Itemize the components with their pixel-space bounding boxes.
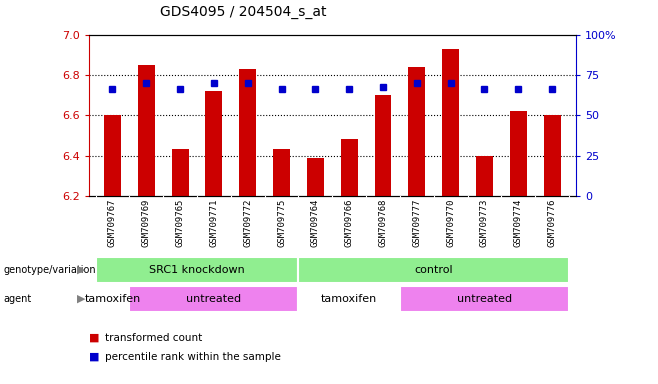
Text: GSM709771: GSM709771 [209, 199, 218, 247]
Bar [299, 286, 400, 311]
Bar [307, 157, 324, 196]
Bar [104, 115, 121, 196]
Bar [341, 139, 358, 196]
Text: GSM709764: GSM709764 [311, 199, 320, 247]
Text: tamoxifen: tamoxifen [84, 293, 141, 304]
Bar [273, 149, 290, 196]
Text: ▶: ▶ [77, 293, 86, 304]
Bar [240, 69, 256, 196]
Text: GSM709776: GSM709776 [547, 199, 557, 247]
Bar [544, 115, 561, 196]
Text: agent: agent [3, 293, 32, 304]
Text: ■: ■ [89, 333, 99, 343]
Text: genotype/variation: genotype/variation [3, 265, 96, 275]
Bar [400, 286, 569, 311]
Bar [205, 91, 222, 196]
Text: ▶: ▶ [77, 265, 86, 275]
Text: GSM709774: GSM709774 [514, 199, 522, 247]
Text: GDS4095 / 204504_s_at: GDS4095 / 204504_s_at [160, 5, 327, 19]
Bar [172, 149, 189, 196]
Bar [299, 257, 569, 283]
Text: GSM709765: GSM709765 [176, 199, 185, 247]
Text: untreated: untreated [457, 293, 512, 304]
Text: GSM709767: GSM709767 [108, 199, 117, 247]
Text: untreated: untreated [186, 293, 241, 304]
Bar [442, 49, 459, 196]
Text: tamoxifen: tamoxifen [321, 293, 377, 304]
Text: GSM709772: GSM709772 [243, 199, 252, 247]
Bar [95, 257, 299, 283]
Bar [138, 65, 155, 196]
Text: GSM709773: GSM709773 [480, 199, 489, 247]
Text: GSM709769: GSM709769 [142, 199, 151, 247]
Text: GSM709770: GSM709770 [446, 199, 455, 247]
Bar [95, 286, 130, 311]
Bar [374, 95, 392, 196]
Text: SRC1 knockdown: SRC1 knockdown [149, 265, 245, 275]
Bar [476, 156, 493, 196]
Text: ■: ■ [89, 352, 99, 362]
Bar [510, 111, 526, 196]
Text: percentile rank within the sample: percentile rank within the sample [105, 352, 281, 362]
Text: GSM709777: GSM709777 [413, 199, 421, 247]
Text: GSM709768: GSM709768 [378, 199, 388, 247]
Bar [409, 67, 425, 196]
Bar [130, 286, 299, 311]
Text: control: control [415, 265, 453, 275]
Text: transformed count: transformed count [105, 333, 203, 343]
Text: GSM709775: GSM709775 [277, 199, 286, 247]
Text: GSM709766: GSM709766 [345, 199, 354, 247]
